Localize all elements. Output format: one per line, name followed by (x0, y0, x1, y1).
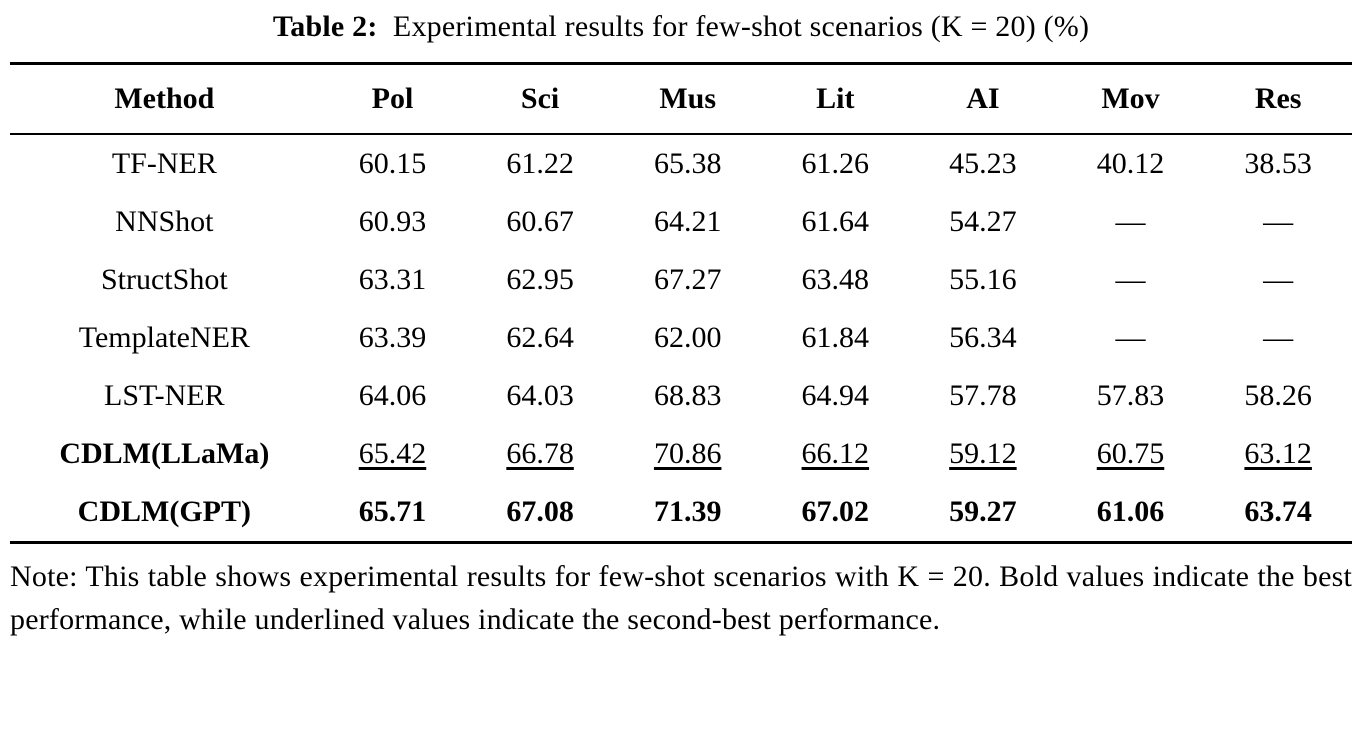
value-cell: 61.26 (801, 147, 870, 180)
table-caption-body: Experimental results for few-shot scenar… (392, 10, 1090, 43)
value-cell: 67.27 (653, 263, 722, 296)
value-cell: 67.02 (801, 495, 870, 528)
value-cell: 63.39 (358, 321, 427, 354)
value-cell: 55.16 (949, 263, 1017, 296)
value-cell: — (1115, 205, 1146, 238)
value-cell: 60.93 (358, 205, 427, 238)
method-cell: CDLM(GPT) (77, 495, 251, 528)
value-cell: 68.83 (653, 379, 722, 412)
value-cell: 63.12 (1244, 437, 1312, 470)
value-cell: 40.12 (1096, 147, 1165, 180)
value-cell: 59.27 (949, 495, 1017, 528)
table-row: TemplateNER 63.39 62.64 62.00 61.84 56.34 — — (10, 309, 1352, 367)
table-body: TF-NER 60.15 61.22 65.38 61.26 45.23 40.12 38.5… (10, 134, 1352, 543)
column-header-sci: Sci (466, 63, 614, 135)
value-cell: — (1263, 205, 1294, 238)
value-cell: 45.23 (949, 147, 1017, 180)
column-header-pol: Pol (318, 63, 467, 135)
column-header-lit: Lit (761, 63, 910, 135)
table-note: Note: This table shows experimental resu… (10, 560, 1352, 636)
value-cell: 38.53 (1244, 147, 1312, 180)
value-cell: — (1263, 263, 1294, 296)
table-row: TF-NER 60.15 61.22 65.38 61.26 45.23 40.12 38.5… (10, 134, 1352, 193)
method-cell: TemplateNER (78, 321, 250, 354)
value-cell: 65.42 (358, 437, 427, 470)
table-row: StructShot 63.31 62.95 67.27 63.48 55.16 — — (10, 251, 1352, 309)
header-row: Method Pol Sci Mus Lit AI Mov Res (10, 63, 1352, 135)
value-cell: 61.64 (801, 205, 870, 238)
value-cell: 61.06 (1096, 495, 1165, 528)
value-cell: — (1263, 321, 1294, 354)
results-table: Method Pol Sci Mus Lit AI Mov Res TF-NER… (10, 62, 1352, 544)
value-cell: 66.12 (801, 437, 870, 470)
value-cell: 60.67 (506, 205, 574, 238)
value-cell: — (1115, 263, 1146, 296)
value-cell: 65.38 (653, 147, 722, 180)
table-row: CDLM(GPT) 65.71 67.08 71.39 67.02 59.27 61.06 6… (10, 483, 1352, 543)
value-cell: 71.39 (653, 495, 722, 528)
method-cell: LST-NER (104, 379, 225, 412)
table-caption-label: Table 2: (272, 10, 378, 43)
column-header-res: Res (1204, 63, 1352, 135)
value-cell: 61.84 (801, 321, 870, 354)
value-cell: 63.31 (358, 263, 427, 296)
value-cell: 64.06 (358, 379, 427, 412)
value-cell: 61.22 (506, 147, 574, 180)
value-cell: 56.34 (949, 321, 1017, 354)
value-cell: — (1115, 321, 1146, 354)
value-cell: 67.08 (506, 495, 574, 528)
value-cell: 60.75 (1096, 437, 1165, 470)
value-cell: 65.71 (358, 495, 427, 528)
table-caption-text (385, 10, 393, 43)
value-cell: 62.64 (506, 321, 574, 354)
table-row: NNShot 60.93 60.67 64.21 61.64 54.27 — — (10, 193, 1352, 251)
column-header-mus: Mus (613, 63, 762, 135)
value-cell: 63.48 (801, 263, 870, 296)
method-cell: CDLM(LLaMa) (59, 437, 270, 470)
table-caption: Table 2: Experimental results for few-sh… (10, 10, 1352, 44)
value-cell: 66.78 (506, 437, 574, 470)
value-cell: 60.15 (358, 147, 427, 180)
value-cell: 70.86 (653, 437, 722, 470)
value-cell: 57.83 (1096, 379, 1165, 412)
table-row: CDLM(LLaMa) 65.42 66.78 70.86 66.12 59.12 60.7… (10, 425, 1352, 483)
column-header-ai: AI (909, 63, 1057, 135)
value-cell: 57.78 (949, 379, 1017, 412)
method-cell: NNShot (115, 205, 214, 238)
paper-figure: Table 2: Experimental results for few-sh… (10, 10, 1352, 636)
column-header-method: Method (10, 63, 319, 135)
value-cell: 59.12 (949, 437, 1017, 470)
method-cell: TF-NER (111, 147, 217, 180)
value-cell: 64.94 (801, 379, 870, 412)
value-cell: 62.95 (506, 263, 574, 296)
value-cell: 64.21 (653, 205, 722, 238)
value-cell: 58.26 (1244, 379, 1312, 412)
table-row: LST-NER 64.06 64.03 68.83 64.94 57.78 57.83 58.… (10, 367, 1352, 425)
method-cell: StructShot (100, 263, 228, 296)
value-cell: 64.03 (506, 379, 574, 412)
value-cell: 62.00 (653, 321, 722, 354)
value-cell: 54.27 (949, 205, 1017, 238)
column-header-mov: Mov (1056, 63, 1205, 135)
value-cell: 63.74 (1244, 495, 1312, 528)
